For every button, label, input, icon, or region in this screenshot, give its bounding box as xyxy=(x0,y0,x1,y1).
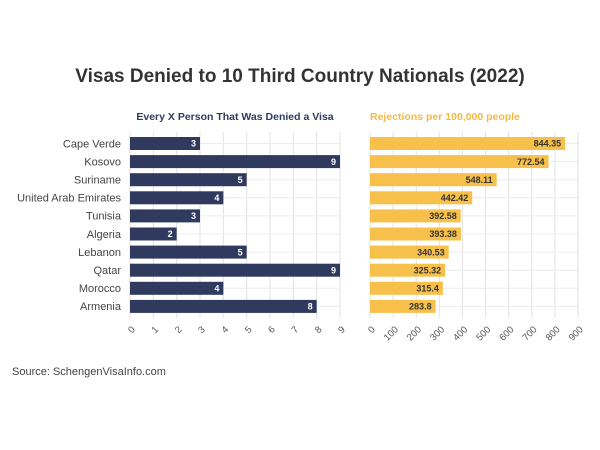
right-value-label: 442.42 xyxy=(441,193,469,203)
left-value-label: 9 xyxy=(331,157,336,167)
left-value-label: 5 xyxy=(238,247,243,257)
left-tick-label: 2 xyxy=(173,324,185,336)
right-bar xyxy=(370,227,461,241)
right-value-label: 315.4 xyxy=(416,284,439,294)
chart-title: Visas Denied to 10 Third Country Nationa… xyxy=(75,66,525,87)
right-value-label: 548.11 xyxy=(466,175,493,185)
left-bar xyxy=(130,299,317,313)
left-bar xyxy=(130,227,177,241)
left-tick-label: 7 xyxy=(290,324,302,336)
category-label: Cape Verde xyxy=(63,138,121,150)
left-value-label: 5 xyxy=(238,175,243,185)
category-label: Algeria xyxy=(87,229,122,241)
left-value-label: 8 xyxy=(308,302,313,312)
left-value-label: 9 xyxy=(331,265,336,275)
right-tick-label: 200 xyxy=(405,324,424,343)
category-label: Lebanon xyxy=(78,247,121,259)
right-bar xyxy=(370,299,436,313)
category-label: Suriname xyxy=(74,175,121,187)
right-tick-label: 300 xyxy=(428,324,447,343)
left-value-label: 4 xyxy=(214,193,219,203)
right-value-label: 844.35 xyxy=(534,139,562,149)
left-bar xyxy=(130,137,200,150)
left-value-label: 3 xyxy=(191,139,196,149)
left-tick-label: 8 xyxy=(313,324,325,336)
category-label: Qatar xyxy=(93,265,121,277)
category-label: United Arab Emirates xyxy=(17,193,121,205)
left-bar xyxy=(130,281,224,295)
right-value-label: 393.38 xyxy=(429,229,457,239)
left-bar xyxy=(130,191,224,205)
right-value-label: 772.54 xyxy=(517,157,545,167)
right-value-label: 283.8 xyxy=(409,302,432,312)
left-tick-label: 9 xyxy=(336,324,348,336)
category-label: Armenia xyxy=(80,301,122,313)
right-value-label: 392.58 xyxy=(429,211,457,221)
category-label: Tunisia xyxy=(86,211,122,223)
left-tick-label: 6 xyxy=(266,324,278,336)
left-bar xyxy=(130,155,340,169)
right-bar xyxy=(370,137,566,150)
source-note: Source: SchengenVisaInfo.com xyxy=(12,366,166,378)
right-bar xyxy=(370,173,497,187)
left-bar xyxy=(130,245,247,259)
right-value-label: 325.32 xyxy=(414,265,442,275)
category-label: Morocco xyxy=(79,283,121,295)
category-label: Kosovo xyxy=(84,156,121,168)
left-value-label: 4 xyxy=(214,284,219,294)
left-bar xyxy=(130,263,340,277)
right-tick-label: 700 xyxy=(521,324,540,343)
right-panel-title: Rejections per 100,000 people xyxy=(370,111,520,123)
right-bar xyxy=(370,209,461,223)
left-tick-label: 3 xyxy=(196,324,208,336)
left-tick-label: 1 xyxy=(150,324,162,336)
left-value-label: 2 xyxy=(168,229,173,239)
left-value-label: 3 xyxy=(191,211,196,221)
right-value-label: 340.53 xyxy=(417,247,445,257)
right-bar xyxy=(370,155,549,169)
left-bar xyxy=(130,209,200,223)
right-bar xyxy=(370,191,473,205)
right-tick-label: 800 xyxy=(544,324,563,343)
right-bar xyxy=(370,281,443,295)
left-bar xyxy=(130,173,247,187)
right-tick-label: 500 xyxy=(474,324,493,343)
right-tick-label: 900 xyxy=(567,324,586,343)
right-bar xyxy=(370,245,449,259)
right-tick-label: 100 xyxy=(382,324,401,343)
right-tick-label: 600 xyxy=(497,324,516,343)
left-panel-title: Every X Person That Was Denied a Visa xyxy=(136,111,334,123)
left-tick-label: 0 xyxy=(126,324,138,336)
right-tick-label: 0 xyxy=(366,324,378,336)
left-tick-label: 5 xyxy=(243,324,255,336)
right-tick-label: 400 xyxy=(451,324,470,343)
left-tick-label: 4 xyxy=(220,324,232,336)
right-bar xyxy=(370,263,446,277)
